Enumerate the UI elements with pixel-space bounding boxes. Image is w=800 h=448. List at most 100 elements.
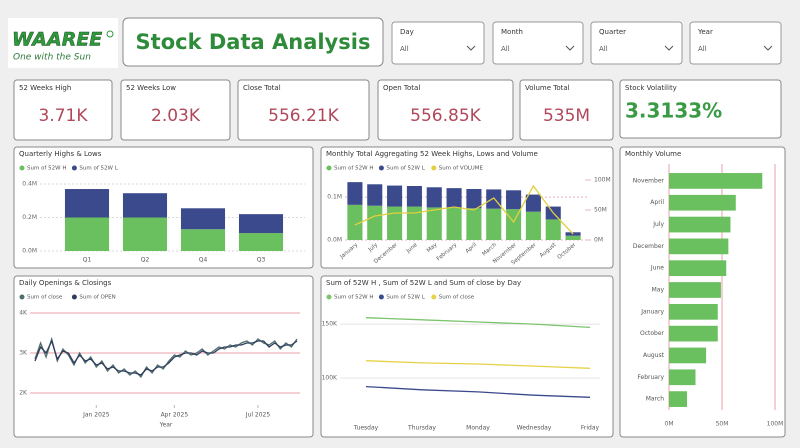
bar-segment xyxy=(406,206,422,240)
y-tick-label: 0.4M xyxy=(22,181,37,188)
title-box xyxy=(122,17,384,67)
chart-panel xyxy=(320,275,614,438)
y-tick-label: August xyxy=(643,352,665,359)
kpi-value: 556.21K xyxy=(268,106,339,126)
slicer-label: Year xyxy=(697,28,713,36)
bar xyxy=(669,391,688,407)
chart-title: Monthly Total Aggregating 52 Week Highs,… xyxy=(326,150,538,158)
y-tick-label: 0.2M xyxy=(22,214,37,221)
slicer[interactable] xyxy=(590,21,683,65)
y-tick-label: 0.0M xyxy=(22,248,37,255)
legend-label: Sum of 52W L xyxy=(386,295,425,301)
kpi-value: 2.03K xyxy=(151,106,201,126)
bar-segment xyxy=(387,206,403,240)
line-series xyxy=(365,360,591,369)
y-tick-label: October xyxy=(640,330,665,337)
logo-box xyxy=(8,18,118,68)
x-tick-label: Q3 xyxy=(257,257,266,264)
kpi-card xyxy=(120,79,231,141)
y2-tick-label: 50M xyxy=(594,207,607,214)
x-tick-label: Tuesday xyxy=(353,425,379,432)
kpi-label: Open Total xyxy=(383,84,420,92)
kpi-label: Volume Total xyxy=(525,84,570,92)
y-tick-label: May xyxy=(652,287,665,294)
bar-segment xyxy=(64,189,110,218)
x-tick-label: Q4 xyxy=(199,257,208,264)
bar-segment xyxy=(466,189,482,209)
legend-label: Sum of OPEN xyxy=(79,295,115,301)
chart-title: Sum of 52W H , Sum of 52W L and Sum of c… xyxy=(326,279,521,287)
bar-segment xyxy=(486,208,502,240)
bar xyxy=(669,194,736,211)
slicer[interactable] xyxy=(689,21,782,65)
line-series xyxy=(365,317,591,329)
slicer-chevron xyxy=(565,45,575,51)
kpi-card xyxy=(619,79,782,139)
bar xyxy=(669,303,718,320)
bar-segment xyxy=(180,208,226,230)
bar-segment xyxy=(446,188,462,208)
legend-marker xyxy=(326,165,332,171)
bar-segment xyxy=(367,205,383,240)
y-tick-label: March xyxy=(646,396,664,403)
bar-segment xyxy=(525,211,541,240)
y-tick-label: December xyxy=(633,243,665,250)
bar-segment xyxy=(466,208,482,240)
y-tick-label: 2K xyxy=(19,390,28,397)
y-tick-label: January xyxy=(640,308,664,315)
bar-segment xyxy=(64,217,110,251)
bar-segment xyxy=(406,186,422,207)
chart-title: Monthly Volume xyxy=(625,150,681,158)
bar xyxy=(669,260,727,277)
bar-segment xyxy=(446,207,462,240)
bar-segment xyxy=(506,190,522,210)
x-tick-label: Wednesday xyxy=(517,425,552,432)
slicer-label: Day xyxy=(400,28,414,36)
legend-marker xyxy=(378,165,384,171)
slicer[interactable] xyxy=(492,21,584,65)
bar-segment xyxy=(347,182,363,205)
kpi-value: 3.3133% xyxy=(625,99,722,123)
bar-segment xyxy=(387,185,403,207)
x-tick-label: Apr 2025 xyxy=(161,412,189,419)
slicer-chevron xyxy=(664,45,674,51)
slicer[interactable] xyxy=(391,21,485,65)
bar-segment xyxy=(367,184,383,206)
legend-label: Sum of close xyxy=(27,295,63,301)
legend-label: Sum of close xyxy=(439,295,475,301)
x-tick-label: Friday xyxy=(581,425,600,432)
slicer-value: All xyxy=(599,45,608,53)
y2-tick-label: 100M xyxy=(594,177,611,184)
chart-panel xyxy=(13,275,314,438)
legend-label: Sum of 52W L xyxy=(79,166,118,172)
logo-tagline: One with the Sun xyxy=(13,53,91,63)
bar xyxy=(669,347,707,364)
legend-marker xyxy=(19,294,25,300)
slicer-chevron xyxy=(466,45,476,51)
chart-title: Quarterly Highs & Lows xyxy=(19,150,102,158)
bar-segment xyxy=(565,235,581,240)
legend-marker xyxy=(71,165,77,171)
legend-label: Sum of VOLUME xyxy=(439,166,484,172)
slicer-value: All xyxy=(400,45,409,53)
y-tick-label: 150K xyxy=(322,321,338,328)
bar-segment xyxy=(122,193,168,218)
x-tick-label: Q2 xyxy=(141,257,150,264)
kpi-value: 535M xyxy=(543,106,590,126)
x-axis-label: Year xyxy=(159,422,173,429)
bar-segment xyxy=(180,229,226,251)
y-tick-label: 0.1M xyxy=(327,194,342,201)
slicer-label: Quarter xyxy=(599,28,626,36)
line-series xyxy=(354,184,574,235)
x-tick-label: Monday xyxy=(466,425,490,432)
y2-tick-label: 0M xyxy=(594,237,603,244)
logo-mark xyxy=(106,30,114,38)
y-tick-label: February xyxy=(637,374,664,381)
bar-segment xyxy=(426,187,442,208)
bar xyxy=(669,369,696,386)
kpi-value: 3.71K xyxy=(39,106,89,126)
legend-marker xyxy=(326,294,332,300)
line-series xyxy=(34,339,298,376)
legend-label: Sum of 52W H xyxy=(27,166,66,172)
